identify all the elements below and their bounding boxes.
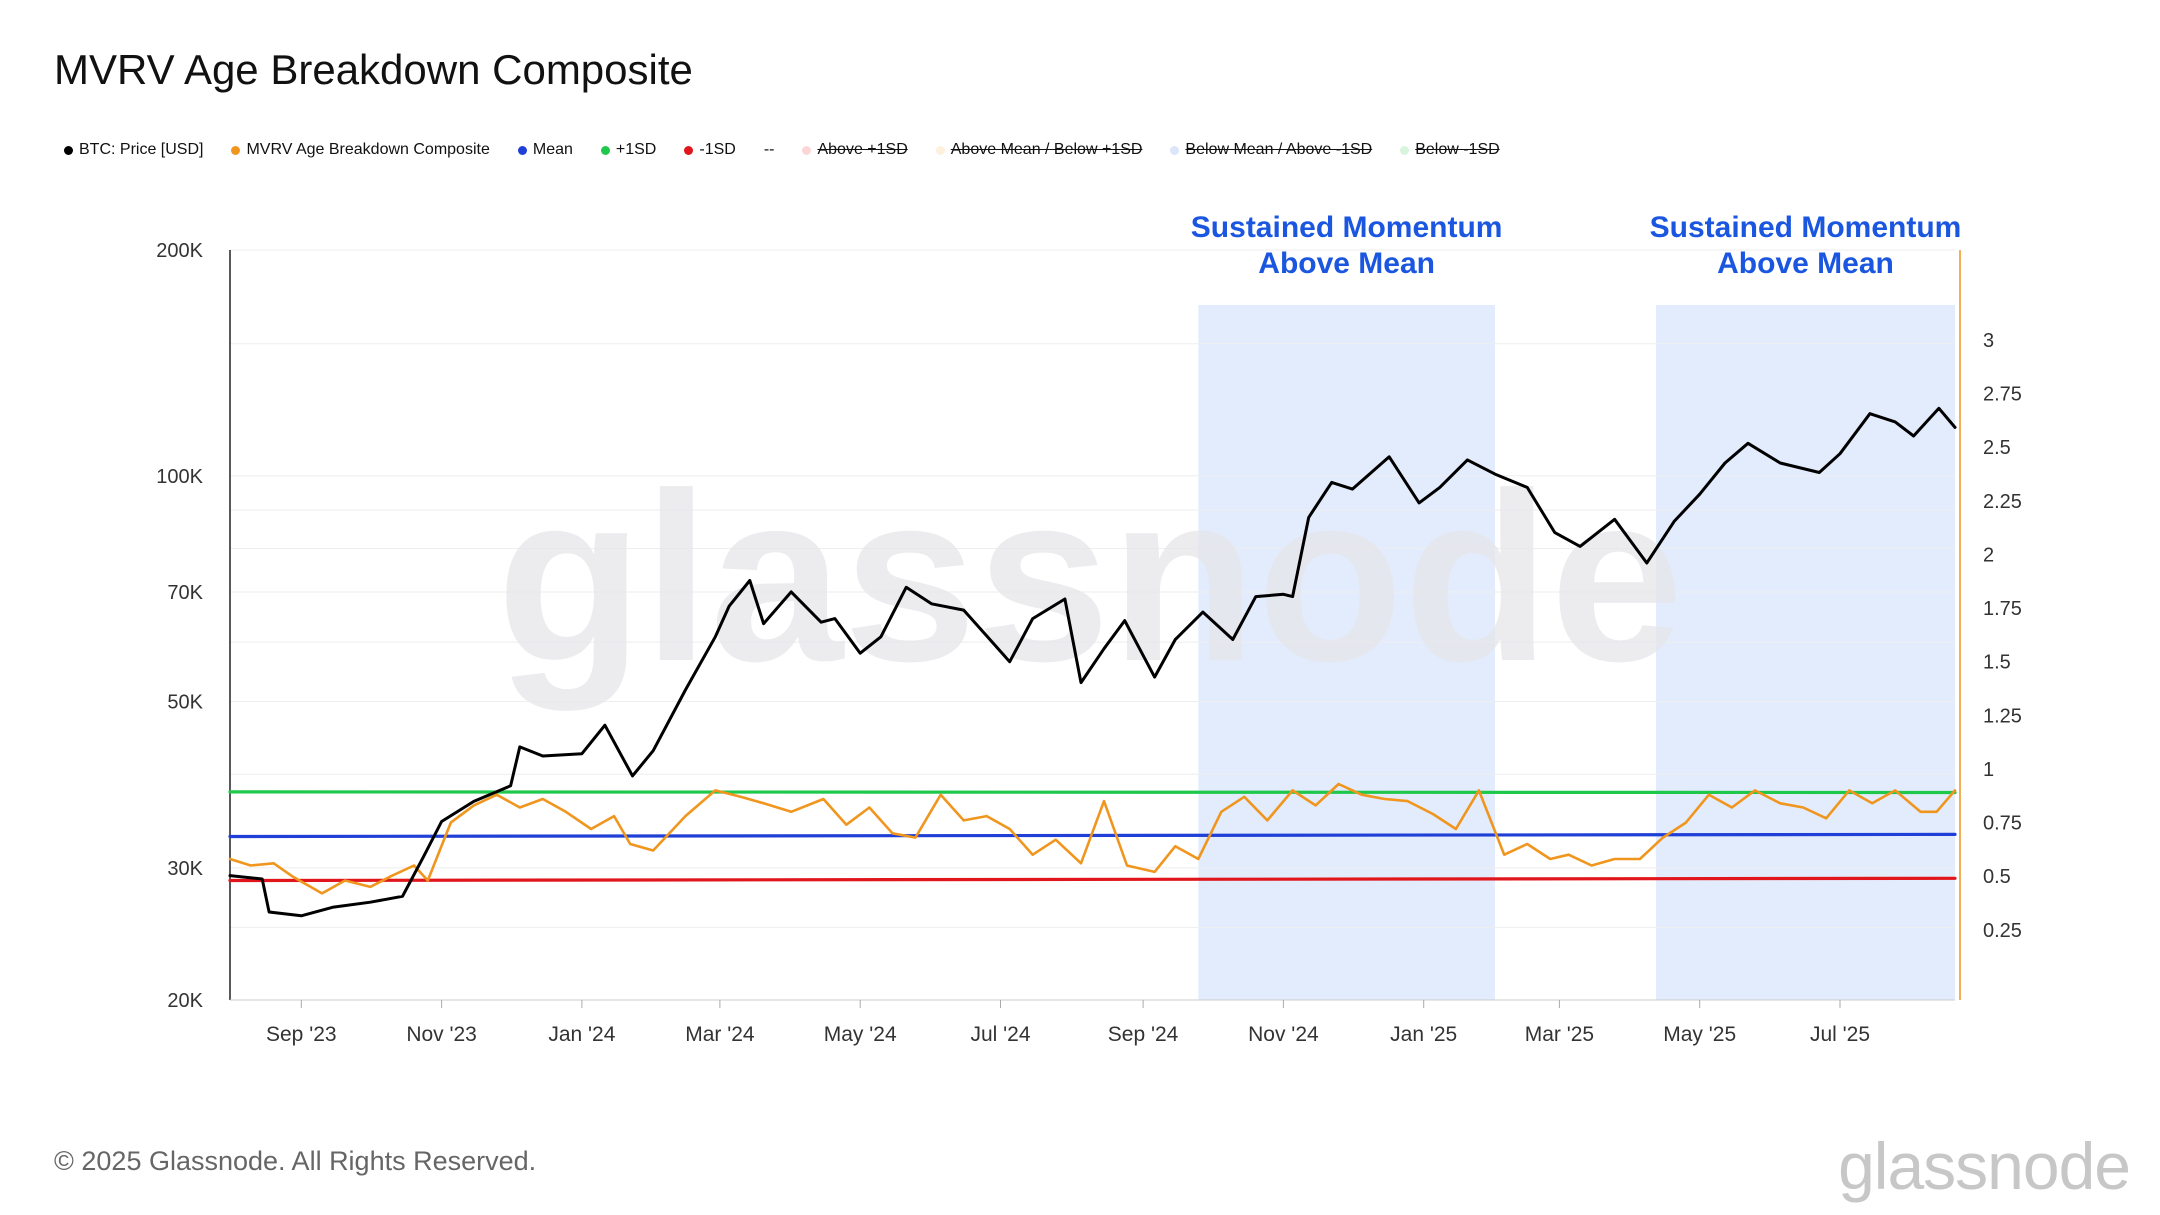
annotation-label-0-1: Above Mean xyxy=(1258,247,1435,280)
y-left-tick-0: 20K xyxy=(167,990,203,1012)
footer-copyright: © 2025 Glassnode. All Rights Reserved. xyxy=(54,1146,537,1176)
series-line-4 xyxy=(228,876,1957,883)
chart-title: MVRV Age Breakdown Composite xyxy=(54,46,693,93)
legend-item-3[interactable]: +1SD xyxy=(600,141,657,159)
legend-item-1[interactable]: MVRV Age Breakdown Composite xyxy=(231,141,490,159)
y-right-tick-0: 0.25 xyxy=(1983,920,2022,942)
y-right-tick-10: 2.75 xyxy=(1983,384,2022,406)
y-right-tick-8: 2.25 xyxy=(1983,491,2022,513)
y-right-tick-5: 1.5 xyxy=(1983,652,2011,674)
x-tick-label-10: May '25 xyxy=(1663,1023,1736,1046)
legend-label: BTC: Price [USD] xyxy=(79,141,204,158)
y-left-tick-5: 200K xyxy=(156,240,203,262)
x-tick-label-5: Jul '24 xyxy=(970,1023,1030,1046)
y-left-tick-2: 50K xyxy=(167,692,203,714)
annotation-label-0-0: Sustained Momentum xyxy=(1191,211,1503,244)
legend-marker xyxy=(64,145,73,155)
x-tick-label-3: Mar '24 xyxy=(685,1023,755,1046)
y-right-tick-6: 1.75 xyxy=(1983,598,2022,620)
legend-label: -1SD xyxy=(699,141,736,158)
x-tick-label-2: Jan '24 xyxy=(548,1023,615,1046)
legend-marker xyxy=(1400,145,1410,155)
y-right-tick-4: 1.25 xyxy=(1983,705,2022,727)
y-right-tick-1: 0.5 xyxy=(1983,866,2011,888)
legend-item-9[interactable]: Below -1SD xyxy=(1400,141,1500,159)
y-right-tick-9: 2.5 xyxy=(1983,437,2011,459)
legend-marker xyxy=(802,145,812,155)
legend-item-4[interactable]: -1SD xyxy=(684,141,736,159)
legend-item-6[interactable]: Above +1SD xyxy=(802,141,908,159)
legend-label: Below Mean / Above -1SD xyxy=(1185,141,1373,158)
legend-item-0[interactable]: BTC: Price [USD] xyxy=(64,141,203,159)
x-tick-label-0: Sep '23 xyxy=(266,1023,337,1046)
legend-label: -- xyxy=(763,141,775,158)
x-tick-label-7: Nov '24 xyxy=(1248,1023,1319,1046)
glassnode-watermark: glassnode xyxy=(497,443,1684,711)
legend-marker xyxy=(935,145,945,155)
y-right-tick-7: 2 xyxy=(1983,544,1994,566)
x-tick-label-1: Nov '23 xyxy=(406,1023,477,1046)
legend-item-7[interactable]: Above Mean / Below +1SD xyxy=(935,141,1143,159)
annotation-label-1-0: Sustained Momentum xyxy=(1650,211,1962,244)
series-line-3 xyxy=(228,790,1957,795)
legend-marker xyxy=(517,145,527,155)
legend-label: Above +1SD xyxy=(817,141,908,158)
legend-label: +1SD xyxy=(615,141,657,158)
x-tick-label-9: Mar '25 xyxy=(1525,1023,1594,1046)
y-left-tick-3: 70K xyxy=(167,582,203,604)
legend-marker xyxy=(231,145,241,155)
annotation-band-1 xyxy=(1656,305,1955,1000)
legend-marker xyxy=(600,145,610,155)
chart-legend: BTC: Price [USD] MVRV Age Breakdown Compo… xyxy=(64,138,1528,162)
annotation-band-0 xyxy=(1198,305,1495,1000)
y-right-tick-2: 0.75 xyxy=(1983,813,2022,835)
legend-item-5[interactable]: -- xyxy=(764,141,775,159)
legend-marker xyxy=(684,145,694,155)
y-right-tick-3: 1 xyxy=(1983,759,1994,781)
x-tick-label-8: Jan '25 xyxy=(1390,1023,1457,1046)
legend-item-2[interactable]: Mean xyxy=(517,141,573,159)
legend-item-8[interactable]: Below Mean / Above -1SD xyxy=(1170,141,1372,159)
x-tick-label-4: May '24 xyxy=(824,1023,897,1046)
y-left-tick-1: 30K xyxy=(167,858,203,880)
legend-label: Below -1SD xyxy=(1415,141,1500,158)
series-line-0 xyxy=(228,406,1957,918)
legend-label: Mean xyxy=(532,141,573,158)
series-line-1 xyxy=(228,782,1957,895)
y-right-tick-11: 3 xyxy=(1983,330,1994,352)
y-left-tick-4: 100K xyxy=(156,466,203,488)
legend-marker xyxy=(1170,145,1180,155)
legend-label: MVRV Age Breakdown Composite xyxy=(246,141,490,158)
annotation-label-1-1: Above Mean xyxy=(1717,247,1894,280)
glassnode-logo: glassnode xyxy=(1838,1129,2131,1203)
x-tick-label-11: Jul '25 xyxy=(1810,1023,1870,1046)
x-tick-label-6: Sep '24 xyxy=(1108,1023,1179,1046)
legend-label: Above Mean / Below +1SD xyxy=(950,141,1143,158)
